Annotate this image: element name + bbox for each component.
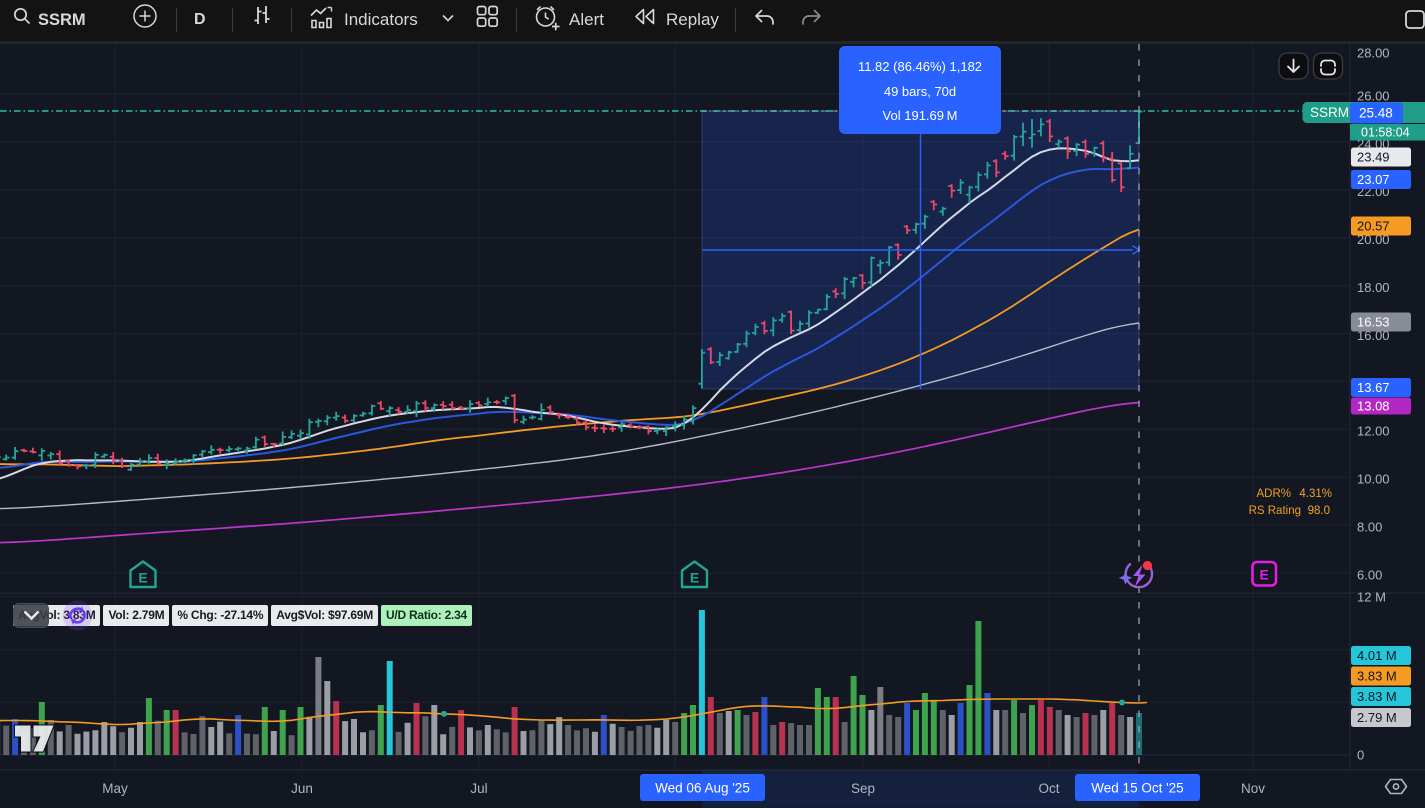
svg-text:23.07: 23.07 [1357,172,1390,187]
svg-text:26.00: 26.00 [1357,88,1390,103]
svg-text:4.31%: 4.31% [1299,488,1332,500]
svg-text:20.57: 20.57 [1357,219,1390,234]
svg-text:16.53: 16.53 [1357,315,1390,330]
svg-text:Wed 06 Aug '25: Wed 06 Aug '25 [655,781,750,796]
svg-text:13.67: 13.67 [1357,380,1390,395]
svg-text:2.79 M: 2.79 M [1357,710,1397,725]
svg-text:6.00: 6.00 [1357,567,1382,582]
svg-text:Sep: Sep [851,781,875,796]
svg-text:3.83 M: 3.83 M [1357,689,1397,704]
svg-text:Nov: Nov [1241,781,1265,796]
svg-text:8.00: 8.00 [1357,520,1382,535]
svg-text:Jul: Jul [470,781,487,796]
svg-text:May: May [102,781,128,796]
svg-text:3.83 M: 3.83 M [1357,669,1397,684]
svg-text:16.00: 16.00 [1357,328,1390,343]
svg-text:12.00: 12.00 [1357,424,1390,439]
svg-text:ADR%: ADR% [1256,488,1291,500]
svg-text:Jun: Jun [291,781,313,796]
svg-text:0: 0 [1357,748,1364,763]
svg-text:E: E [138,570,147,586]
svg-text:98.0: 98.0 [1308,505,1330,517]
svg-text:13.08: 13.08 [1357,399,1390,414]
svg-text:18.00: 18.00 [1357,280,1390,295]
svg-text:23.49: 23.49 [1357,150,1390,165]
svg-text:4.01 M: 4.01 M [1357,648,1397,663]
svg-text:Oct: Oct [1038,781,1059,796]
svg-text:25.48: 25.48 [1359,106,1393,121]
svg-text:Wed 15 Oct '25: Wed 15 Oct '25 [1091,781,1183,796]
svg-text:01:58:04: 01:58:04 [1361,126,1410,140]
svg-text:28.00: 28.00 [1357,46,1390,61]
svg-text:SSRM: SSRM [1310,105,1349,120]
svg-text:RS Rating: RS Rating [1249,505,1301,517]
svg-text:12 M: 12 M [1357,590,1386,605]
svg-text:10.00: 10.00 [1357,472,1390,487]
svg-text:20.00: 20.00 [1357,232,1390,247]
svg-text:E: E [690,570,699,586]
svg-text:E: E [1260,567,1269,583]
